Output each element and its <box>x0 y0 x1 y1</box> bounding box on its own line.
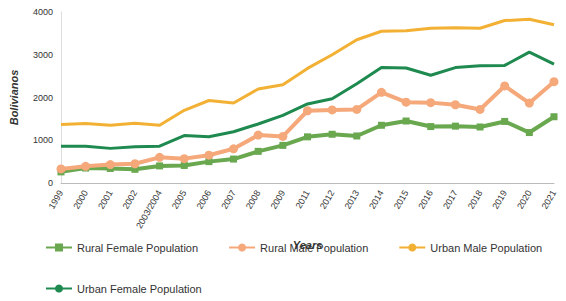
svg-text:2018: 2018 <box>466 188 485 210</box>
svg-text:2000: 2000 <box>71 188 90 210</box>
svg-text:4000: 4000 <box>33 7 53 17</box>
svg-text:2003/2004: 2003/2004 <box>134 188 164 230</box>
svg-text:Rural Male Population: Rural Male Population <box>260 242 368 254</box>
svg-text:2009: 2009 <box>269 188 288 210</box>
svg-text:2011: 2011 <box>294 188 312 210</box>
svg-text:1999: 1999 <box>47 188 66 210</box>
svg-text:2020: 2020 <box>515 188 534 210</box>
svg-text:2000: 2000 <box>33 93 53 103</box>
svg-text:2001: 2001 <box>96 188 115 210</box>
svg-text:2014: 2014 <box>367 188 386 210</box>
svg-text:Rural Female Population: Rural Female Population <box>77 242 198 254</box>
svg-text:Bolivianos: Bolivianos <box>8 70 20 126</box>
svg-text:2005: 2005 <box>170 188 189 210</box>
svg-text:2012: 2012 <box>318 188 337 210</box>
svg-text:2007: 2007 <box>219 188 238 210</box>
svg-text:2002: 2002 <box>121 188 140 210</box>
svg-text:2019: 2019 <box>490 188 509 210</box>
svg-text:2015: 2015 <box>392 188 411 210</box>
svg-text:2017: 2017 <box>441 188 460 210</box>
svg-text:2021: 2021 <box>540 188 559 210</box>
svg-text:1000: 1000 <box>33 135 53 145</box>
svg-text:3000: 3000 <box>33 50 53 60</box>
svg-text:Urban Male Population: Urban Male Population <box>430 242 542 254</box>
svg-text:0: 0 <box>48 178 53 188</box>
svg-text:2013: 2013 <box>342 188 361 210</box>
svg-text:2008: 2008 <box>244 188 263 210</box>
svg-text:Urban Female Population: Urban Female Population <box>77 283 202 295</box>
svg-text:2006: 2006 <box>195 188 214 210</box>
svg-text:2016: 2016 <box>416 188 435 210</box>
